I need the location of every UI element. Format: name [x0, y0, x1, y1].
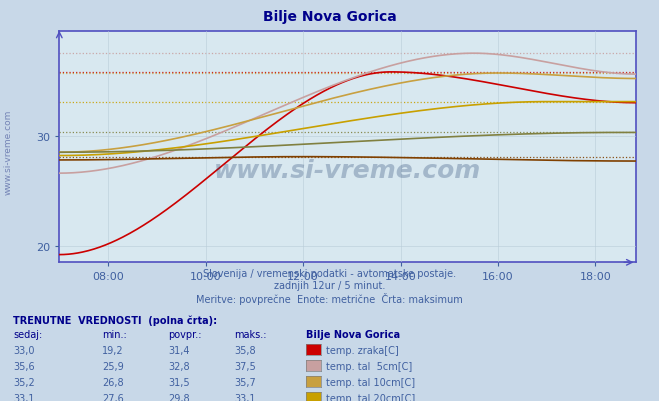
Text: temp. tal 20cm[C]: temp. tal 20cm[C]: [326, 393, 415, 401]
Text: 31,5: 31,5: [168, 377, 190, 387]
Text: www.si-vreme.com: www.si-vreme.com: [3, 110, 13, 195]
Text: 35,8: 35,8: [234, 345, 256, 355]
Text: 26,8: 26,8: [102, 377, 124, 387]
Text: Slovenija / vremenski podatki - avtomatske postaje.: Slovenija / vremenski podatki - avtomats…: [203, 268, 456, 278]
Text: zadnjih 12ur / 5 minut.: zadnjih 12ur / 5 minut.: [273, 280, 386, 290]
Text: min.:: min.:: [102, 329, 127, 339]
Text: 35,6: 35,6: [13, 361, 35, 371]
Text: Bilje Nova Gorica: Bilje Nova Gorica: [263, 10, 396, 24]
Text: 33,0: 33,0: [13, 345, 35, 355]
Text: 27,6: 27,6: [102, 393, 124, 401]
Text: 33,1: 33,1: [234, 393, 256, 401]
Text: 37,5: 37,5: [234, 361, 256, 371]
Text: 35,2: 35,2: [13, 377, 35, 387]
Text: sedaj:: sedaj:: [13, 329, 42, 339]
Text: 29,8: 29,8: [168, 393, 190, 401]
Text: maks.:: maks.:: [234, 329, 266, 339]
Text: 25,9: 25,9: [102, 361, 124, 371]
Text: 32,8: 32,8: [168, 361, 190, 371]
Text: 35,7: 35,7: [234, 377, 256, 387]
Text: www.si-vreme.com: www.si-vreme.com: [214, 158, 481, 182]
Text: Meritve: povprečne  Enote: metrične  Črta: maksimum: Meritve: povprečne Enote: metrične Črta:…: [196, 292, 463, 304]
Text: 31,4: 31,4: [168, 345, 190, 355]
Text: 19,2: 19,2: [102, 345, 124, 355]
Text: temp. zraka[C]: temp. zraka[C]: [326, 345, 399, 355]
Text: temp. tal 10cm[C]: temp. tal 10cm[C]: [326, 377, 415, 387]
Text: TRENUTNE  VREDNOSTI  (polna črta):: TRENUTNE VREDNOSTI (polna črta):: [13, 315, 217, 325]
Text: temp. tal  5cm[C]: temp. tal 5cm[C]: [326, 361, 413, 371]
Text: povpr.:: povpr.:: [168, 329, 202, 339]
Text: Bilje Nova Gorica: Bilje Nova Gorica: [306, 329, 401, 339]
Text: 33,1: 33,1: [13, 393, 35, 401]
